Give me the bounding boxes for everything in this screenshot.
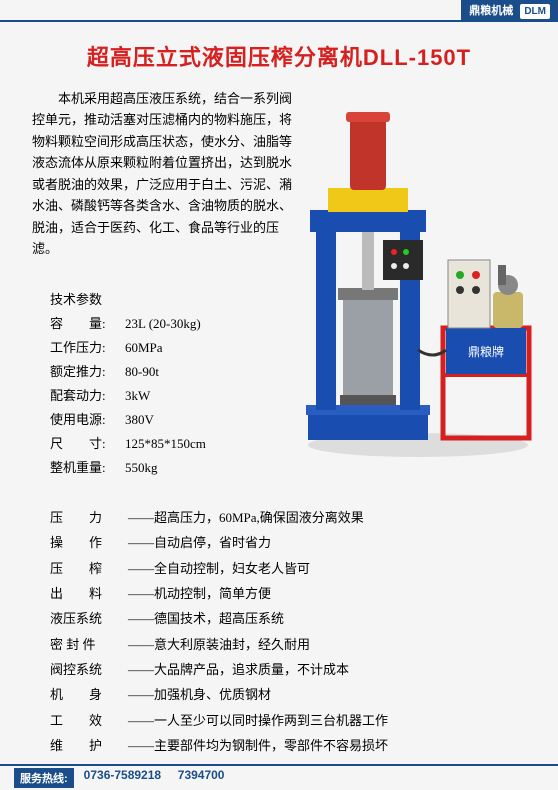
feature-value: 超高压力，60MPa,确保固液分离效果 bbox=[154, 505, 364, 530]
feature-sep: —— bbox=[128, 606, 154, 631]
feature-row: 密 封 件——意大利原装油封，经久耐用 bbox=[50, 632, 528, 657]
specs-block: 技术参数 容 量:23L (20-30kg)工作压力:60MPa额定推力:80-… bbox=[50, 288, 206, 480]
spec-value: 80-90t bbox=[125, 360, 159, 384]
feature-sep: —— bbox=[128, 682, 154, 707]
header-bar: 鼎粮机械 DLM bbox=[0, 0, 558, 22]
feature-sep: —— bbox=[128, 733, 154, 758]
description: 本机采用超高压液压系统，结合一系列阀控单元，推动活塞对压滤桶内的物料施压，将物料… bbox=[32, 88, 302, 260]
spec-label: 额定推力: bbox=[50, 360, 125, 384]
hotline-label: 服务热线: bbox=[14, 768, 74, 788]
specs-heading: 技术参数 bbox=[50, 288, 206, 312]
feature-sep: —— bbox=[128, 708, 154, 733]
feature-sep: —— bbox=[128, 657, 154, 682]
spec-label: 整机重量: bbox=[50, 456, 125, 480]
feature-value: 主要部件均为钢制件，零部件不容易损坏 bbox=[154, 733, 388, 758]
spec-row: 尺 寸:125*85*150cm bbox=[50, 432, 206, 456]
feature-row: 液压系统——德国技术，超高压系统 bbox=[50, 606, 528, 631]
feature-value: 大品牌产品，追求质量，不计成本 bbox=[154, 657, 349, 682]
feature-row: 机 身——加强机身、优质钢材 bbox=[50, 682, 528, 707]
feature-sep: —— bbox=[128, 556, 154, 581]
feature-label: 出 料 bbox=[50, 581, 128, 606]
feature-row: 阀控系统——大品牌产品，追求质量，不计成本 bbox=[50, 657, 528, 682]
spec-label: 配套动力: bbox=[50, 384, 125, 408]
spec-label: 使用电源: bbox=[50, 408, 125, 432]
phone-1: 0736-7589218 bbox=[84, 768, 161, 782]
spec-label: 工作压力: bbox=[50, 336, 125, 360]
spec-value: 380V bbox=[125, 408, 154, 432]
spec-label: 尺 寸: bbox=[50, 432, 125, 456]
feature-label: 操 作 bbox=[50, 530, 128, 555]
feature-label: 工 效 bbox=[50, 708, 128, 733]
feature-row: 操 作——自动启停，省时省力 bbox=[50, 530, 528, 555]
feature-row: 压 力——超高压力，60MPa,确保固液分离效果 bbox=[50, 505, 528, 530]
spec-row: 额定推力:80-90t bbox=[50, 360, 206, 384]
feature-label: 阀控系统 bbox=[50, 657, 128, 682]
feature-row: 压 榨——全自动控制，妇女老人皆可 bbox=[50, 556, 528, 581]
feature-value: 自动启停，省时省力 bbox=[154, 530, 271, 555]
brand-text: 鼎粮机械 bbox=[469, 5, 513, 17]
spec-row: 使用电源:380V bbox=[50, 408, 206, 432]
feature-label: 密 封 件 bbox=[50, 632, 128, 657]
feature-value: 全自动控制，妇女老人皆可 bbox=[154, 556, 310, 581]
brand-badge: 鼎粮机械 DLM bbox=[461, 0, 558, 21]
brand-sub: DLM bbox=[520, 4, 550, 19]
feature-row: 维 护——主要部件均为钢制件，零部件不容易损坏 bbox=[50, 733, 528, 758]
feature-label: 维 护 bbox=[50, 733, 128, 758]
feature-sep: —— bbox=[128, 581, 154, 606]
feature-row: 出 料——机动控制，简单方便 bbox=[50, 581, 528, 606]
feature-sep: —— bbox=[128, 505, 154, 530]
feature-value: 德国技术，超高压系统 bbox=[154, 606, 284, 631]
spec-label: 容 量: bbox=[50, 312, 125, 336]
spec-row: 容 量:23L (20-30kg) bbox=[50, 312, 206, 336]
spec-row: 工作压力:60MPa bbox=[50, 336, 206, 360]
hpu-brand: 鼎粮牌 bbox=[468, 344, 504, 359]
feature-value: 意大利原装油封，经久耐用 bbox=[154, 632, 310, 657]
feature-value: 一人至少可以同时操作两到三台机器工作 bbox=[154, 708, 388, 733]
spec-value: 23L (20-30kg) bbox=[125, 312, 201, 336]
hotline-numbers: 0736-7589218 7394700 bbox=[84, 768, 225, 782]
feature-label: 机 身 bbox=[50, 682, 128, 707]
spec-value: 550kg bbox=[125, 456, 158, 480]
feature-sep: —— bbox=[128, 632, 154, 657]
feature-label: 压 力 bbox=[50, 505, 128, 530]
phone-2: 7394700 bbox=[178, 768, 225, 782]
features-block: 压 力——超高压力，60MPa,确保固液分离效果操 作——自动启停，省时省力压 … bbox=[50, 505, 528, 758]
feature-value: 加强机身、优质钢材 bbox=[154, 682, 271, 707]
feature-label: 压 榨 bbox=[50, 556, 128, 581]
feature-label: 液压系统 bbox=[50, 606, 128, 631]
spec-value: 125*85*150cm bbox=[125, 432, 206, 456]
feature-sep: —— bbox=[128, 530, 154, 555]
spec-row: 整机重量:550kg bbox=[50, 456, 206, 480]
page-title: 超高压立式液固压榨分离机DLL-150T bbox=[0, 40, 558, 72]
spec-value: 60MPa bbox=[125, 336, 163, 360]
footer-bar: 服务热线: 0736-7589218 7394700 bbox=[0, 764, 558, 784]
feature-row: 工 效——一人至少可以同时操作两到三台机器工作 bbox=[50, 708, 528, 733]
feature-value: 机动控制，简单方便 bbox=[154, 581, 271, 606]
product-image: 鼎粮牌 bbox=[288, 100, 533, 460]
spec-row: 配套动力:3kW bbox=[50, 384, 206, 408]
spec-value: 3kW bbox=[125, 384, 150, 408]
